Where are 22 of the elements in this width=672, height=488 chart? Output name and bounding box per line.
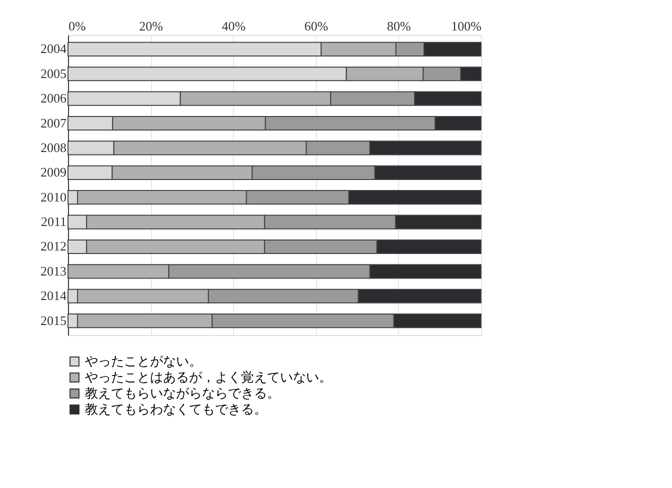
y-tick-label: 2007 (40, 115, 67, 130)
x-tick-label: 0% (68, 18, 86, 34)
y-tick-label: 2008 (40, 140, 66, 155)
legend-label: 教えてもらいながらならできる。 (85, 386, 280, 400)
x-tick-label: 40% (222, 18, 246, 34)
y-tick-label: 2013 (40, 263, 66, 278)
legend-label: やったことがない。 (85, 354, 202, 368)
y-tick-label: 2010 (40, 189, 66, 204)
y-tick-label: 2015 (40, 312, 66, 328)
y-tick-label: 2014 (40, 288, 67, 304)
legend-label: 教えてもらわなくてもできる。 (85, 402, 267, 416)
y-tick-label: 2009 (40, 164, 66, 180)
x-tick-label: 20% (139, 18, 164, 34)
y-tick-label: 2005 (40, 66, 66, 81)
y-tick-label: 2004 (40, 41, 67, 56)
x-tick-label: 80% (386, 18, 411, 34)
y-tick-label: 2011 (40, 214, 66, 230)
x-tick-label: 100% (451, 18, 482, 34)
y-tick-label: 2012 (40, 238, 66, 254)
x-tick-label: 60% (304, 18, 328, 34)
legend-label: やったことはあるが，よく覚えていない。 (85, 370, 332, 384)
y-tick-label: 2006 (40, 90, 67, 106)
